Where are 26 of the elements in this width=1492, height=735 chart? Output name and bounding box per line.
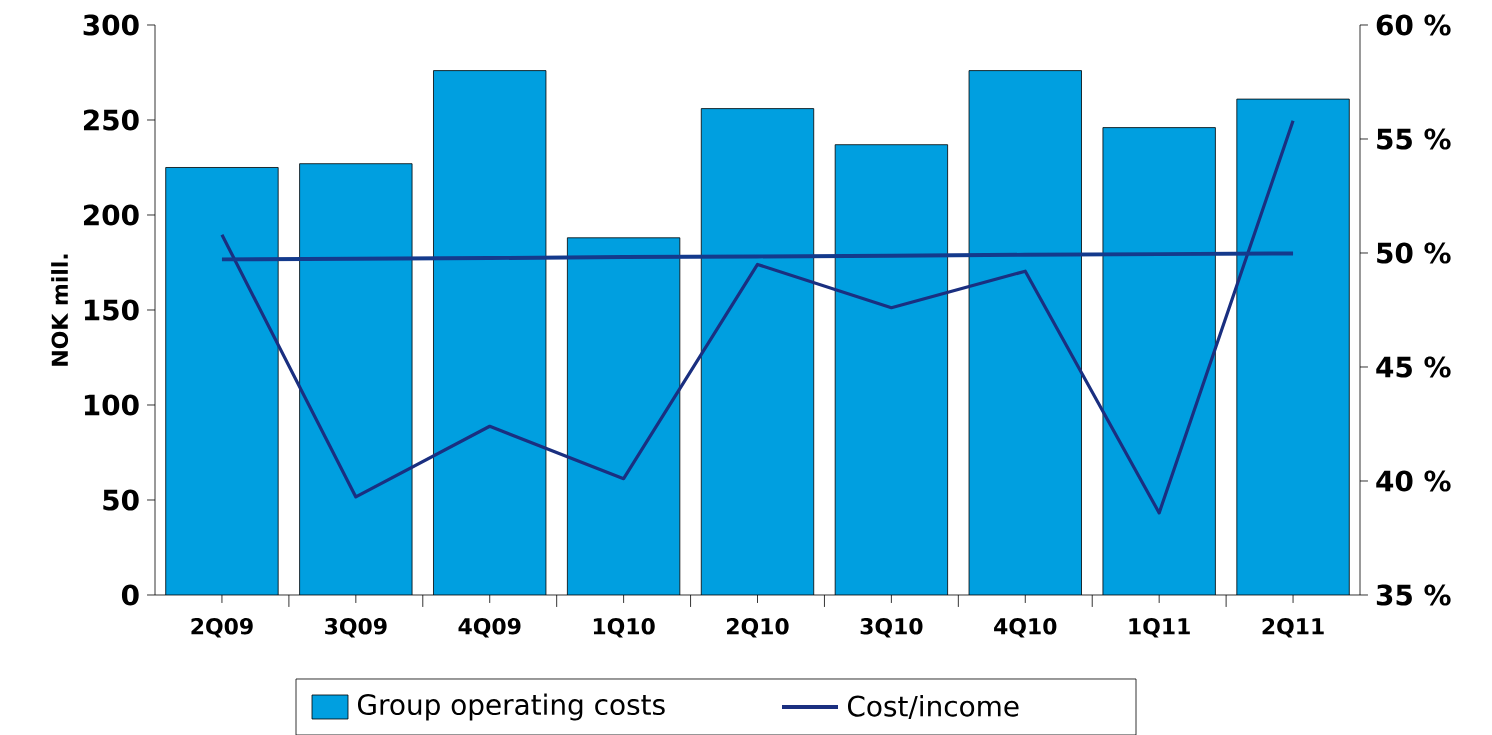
x-tick-label: 1Q11	[1129, 617, 1190, 638]
x-tick-label: 4Q09	[458, 617, 521, 638]
x-tick-label: 3Q10	[860, 617, 923, 638]
y-tick-label: 150	[84, 299, 139, 321]
legend-label: Group operating costs	[357, 693, 665, 721]
line-series	[220, 118, 1295, 515]
y-tick-label: 50	[103, 489, 139, 511]
y2-tick-label: 45 %	[1376, 356, 1451, 378]
x-tick-label: 2Q09	[191, 617, 253, 638]
y-tick-label: 200	[83, 204, 139, 226]
x-tick-label: 3Q09	[325, 617, 387, 638]
y-axis-title: NOK mill.	[51, 254, 69, 366]
y2-tick-label: 40 %	[1376, 470, 1451, 492]
x-tick-label: 1Q10	[593, 617, 655, 638]
y2-tick-label: 55 %	[1377, 128, 1451, 150]
x-tick-label: 4Q10	[994, 617, 1057, 638]
y-tick-label: 100	[84, 394, 139, 416]
y-tick-label: 300	[83, 14, 139, 36]
y2-tick-label: 50 %	[1377, 242, 1451, 264]
x-tick-label: 2Q11	[1262, 617, 1324, 638]
y-tick-label: 250	[83, 109, 139, 131]
legend-label: Cost/income	[847, 694, 1019, 719]
x-tick-label: 2Q10	[727, 617, 789, 638]
y2-tick-label: 60 %	[1376, 14, 1451, 36]
y-tick-label: 0	[121, 584, 139, 606]
y2-tick-label: 35 %	[1376, 584, 1451, 606]
